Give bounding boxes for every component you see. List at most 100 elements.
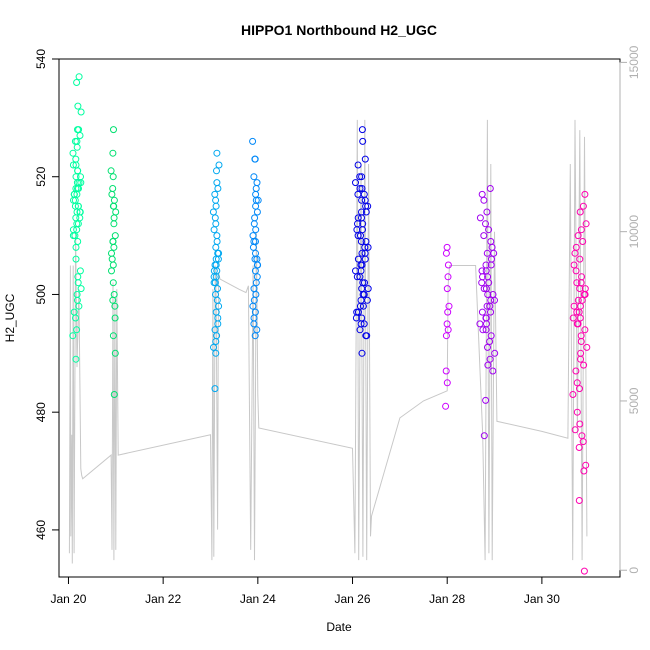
data-point [211, 279, 219, 287]
data-point [214, 285, 221, 293]
data-point [74, 102, 82, 110]
data-point [252, 279, 260, 287]
data-point [478, 267, 486, 275]
data-point [109, 202, 117, 210]
data-point [213, 167, 220, 175]
data-point [581, 291, 589, 298]
data-point [486, 185, 494, 192]
data-point [576, 420, 584, 428]
data-point [358, 249, 366, 257]
y2-tick-label: 0 [627, 567, 641, 574]
data-point [442, 332, 450, 340]
data-point [77, 179, 85, 187]
data-point [576, 255, 584, 263]
data-point [250, 220, 258, 228]
data-point [491, 349, 499, 357]
data-point [254, 261, 262, 269]
data-point [580, 361, 588, 369]
data-point [210, 343, 217, 351]
data-point [109, 296, 117, 304]
data-point [249, 302, 257, 310]
data-point [480, 196, 488, 204]
data-point [489, 367, 497, 375]
altitude-layer [68, 119, 588, 564]
data-point [573, 408, 581, 416]
data-point [354, 308, 362, 316]
data-point [109, 185, 117, 192]
data-point [213, 232, 221, 240]
data-point [253, 179, 261, 187]
data-point [215, 161, 223, 169]
data-point [578, 296, 586, 304]
data-point [110, 220, 118, 228]
data-point [108, 249, 115, 257]
data-point [352, 179, 359, 187]
data-point [211, 190, 219, 198]
data-point [214, 314, 222, 322]
data-point [211, 385, 219, 393]
data-point [573, 320, 581, 328]
y-tick-label: 460 [34, 520, 48, 540]
data-point [354, 232, 362, 240]
data-point [569, 314, 577, 322]
data-point [357, 296, 365, 304]
data-point [111, 314, 119, 322]
points-layer [69, 73, 591, 575]
data-point [364, 285, 372, 293]
data-point [74, 279, 82, 287]
data-point [110, 126, 117, 134]
data-point [251, 332, 259, 340]
data-point [570, 261, 578, 269]
data-point [352, 314, 360, 322]
data-point [109, 261, 117, 269]
data-point [581, 190, 589, 198]
data-point [212, 349, 220, 357]
data-point [484, 291, 492, 298]
data-point [109, 279, 117, 287]
data-point [252, 190, 260, 198]
data-point [358, 349, 366, 357]
data-point [360, 320, 368, 328]
data-point [358, 185, 366, 192]
data-point [72, 255, 80, 263]
data-point [480, 232, 488, 240]
data-point [72, 355, 80, 363]
data-point [252, 226, 260, 234]
data-point [250, 173, 258, 181]
data-point [476, 214, 484, 222]
data-point [108, 255, 116, 263]
data-point [576, 385, 583, 393]
data-point [359, 302, 367, 310]
data-point [571, 249, 579, 257]
data-point [356, 326, 364, 334]
y2-axis-right: 0 5000 10000 15000 [619, 45, 641, 574]
data-point [576, 208, 584, 216]
data-point [486, 338, 494, 345]
data-point [109, 238, 117, 245]
data-point [580, 567, 588, 575]
data-point [108, 190, 116, 198]
data-point [577, 338, 585, 345]
data-point [213, 149, 221, 157]
x-tick-label: Jan 28 [429, 592, 465, 606]
data-point [577, 355, 584, 363]
data-point [576, 314, 584, 322]
data-point [572, 267, 580, 275]
data-point [214, 185, 222, 192]
data-point [212, 338, 220, 345]
data-point [485, 279, 493, 287]
x-tick-label: Jan 30 [524, 592, 560, 606]
y-tick-label: 480 [34, 402, 48, 422]
data-point [213, 179, 221, 187]
x-tick-label: Jan 20 [50, 592, 86, 606]
data-point [354, 255, 362, 263]
data-point [571, 426, 579, 434]
data-point [76, 132, 84, 139]
x-tick-label: Jan 26 [335, 592, 371, 606]
data-point [212, 202, 220, 210]
data-point [480, 432, 488, 440]
data-point [69, 161, 77, 169]
data-point [484, 361, 492, 369]
data-point [75, 302, 83, 310]
